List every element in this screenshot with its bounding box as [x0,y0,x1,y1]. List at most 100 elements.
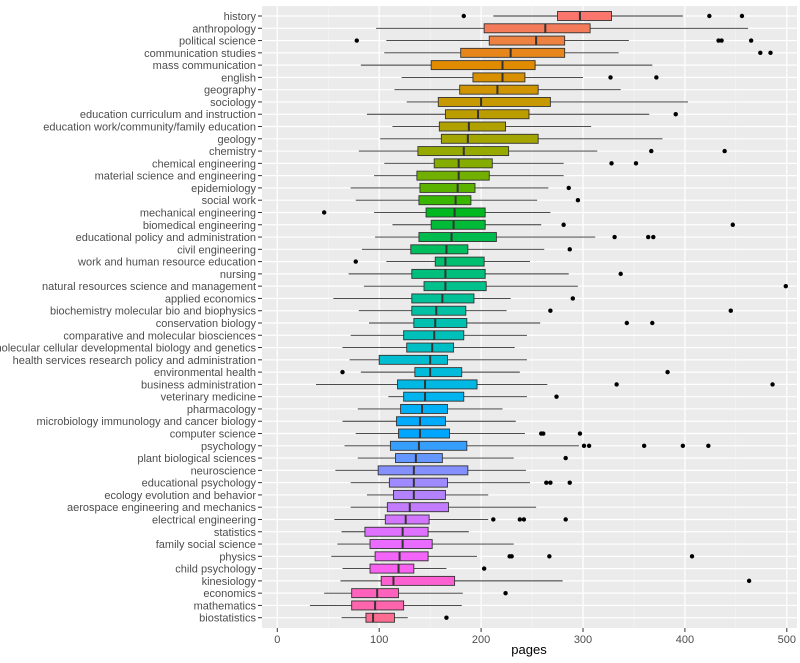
box-group [334,514,568,525]
box [378,354,448,365]
box [393,489,446,500]
outlier-point [567,480,572,485]
box [460,47,566,58]
box-group [340,367,670,378]
y-tick-label: educational policy and administration [76,232,256,244]
y-tick-label: statistics [214,527,257,539]
box [396,416,446,427]
plot-panel [262,6,797,628]
box-group [316,379,775,390]
y-tick-label: communication studies [144,48,256,60]
box-group [342,416,516,427]
x-tick-label: 0 [274,634,280,646]
box [416,170,490,181]
box-group [344,440,711,451]
y-tick-label: epidemiology [191,183,256,195]
y-tick-label: geography [204,85,256,97]
y-tick-label: neuroscience [191,465,256,477]
box [395,453,443,464]
y-tick-label: educational psychology [142,478,257,490]
box-group [348,268,623,279]
outlier-point [577,431,583,436]
y-tick-label: mathematics [194,600,257,612]
box [386,502,449,513]
y-tick-label: kinesiology [202,576,257,588]
y-tick-label: work and human resource education [77,257,256,269]
box-group [335,465,526,476]
box [403,391,465,402]
box-group [357,404,503,414]
outlier-point [612,234,617,240]
box [411,268,486,279]
outlier-point [665,369,670,375]
x-tick-label: 300 [574,634,592,646]
box [380,575,456,586]
outlier-point [646,234,651,240]
box-group [350,330,527,341]
outlier-point [586,443,592,448]
box [440,133,539,144]
y-tick-label: electrical engineering [152,514,256,526]
box [444,109,530,120]
box-group [342,342,515,353]
box-group [349,354,527,365]
outlier-point [353,259,358,264]
box-group [401,72,659,83]
y-tick-label: education curriculum and instruction [80,109,256,121]
box-group [375,232,656,242]
outlier-point [521,517,527,522]
outlier-point [491,517,496,522]
box [419,182,476,193]
outlier-point [509,554,514,559]
box-group [342,563,487,574]
box [459,84,539,95]
outlier-point [689,554,695,559]
outlier-point [517,517,523,522]
box [406,342,455,353]
box-group [309,600,462,611]
y-tick-label: chemistry [209,146,257,158]
outlier-point [608,75,613,80]
y-tick-label: environmental health [154,367,256,379]
outlier-point [641,443,647,448]
outlier-point [758,50,763,56]
y-tick-label: veterinary medicine [161,392,256,404]
box [351,588,400,599]
box [369,563,415,574]
y-tick-label: mass communication [153,60,256,72]
y-tick-label: mechanical engineering [140,207,256,219]
outlier-point [354,38,359,43]
outlier-point [633,161,639,166]
y-tick-label: computer science [170,429,256,441]
box-group [392,121,592,132]
box-group [384,47,773,58]
outlier-point [575,198,581,203]
outlier-point [609,161,614,166]
outlier-point [321,210,327,215]
box-group [340,575,752,586]
outlier-point [680,443,686,448]
box [557,11,612,21]
y-tick-label: nursing [220,269,256,281]
box-group [341,612,449,623]
y-tick-label: business administration [141,379,256,391]
y-tick-label: natural resources science and management [42,281,256,293]
box [418,195,472,206]
outlier-point [614,382,619,387]
box [425,207,486,218]
box-group [358,305,733,316]
outlier-point [649,148,654,154]
box-group [331,551,695,562]
box [410,244,469,255]
x-axis-ticks: 0 100 200 300 400 500 [274,628,796,646]
x-tick-label: 200 [472,634,490,646]
box-group [324,588,508,599]
box [430,60,536,71]
outlier-point [544,480,549,485]
x-tick-label: 100 [370,634,388,646]
y-tick-label: conservation biology [156,318,257,330]
box-group [374,170,564,181]
outlier-point [547,554,552,559]
box [430,219,486,230]
